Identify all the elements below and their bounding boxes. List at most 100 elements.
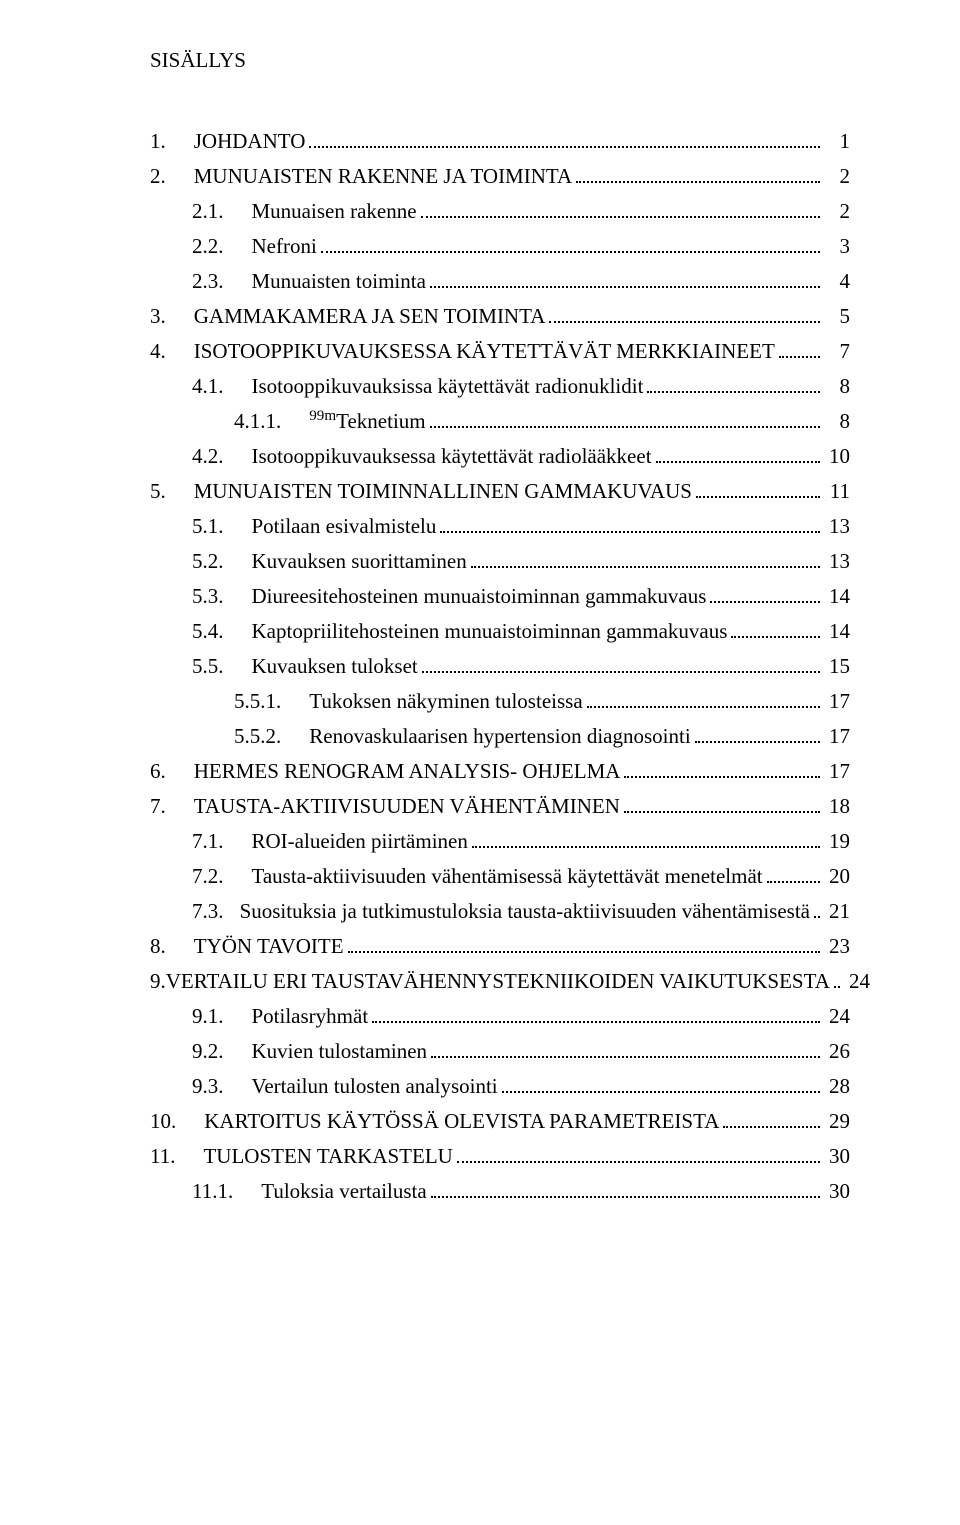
toc-leader-dots bbox=[502, 1079, 820, 1093]
toc-entry-number: 5.4. bbox=[192, 619, 224, 644]
toc-entry-label: ISOTOOPPIKUVAUKSESSA KÄYTETTÄVÄT MERKKIA… bbox=[194, 339, 775, 364]
toc-leader-dots bbox=[710, 589, 820, 603]
toc-entry-number: 9.2. bbox=[192, 1039, 224, 1064]
toc-leader-dots bbox=[430, 274, 820, 288]
toc-entry-page: 26 bbox=[824, 1039, 850, 1064]
toc-entry-page: 1 bbox=[824, 129, 850, 154]
toc-entry: 7.3.Suosituksia ja tutkimustuloksia taus… bbox=[150, 899, 850, 924]
toc-entry: 5.5.Kuvauksen tulokset15 bbox=[150, 654, 850, 679]
toc-entry-page: 17 bbox=[824, 724, 850, 749]
toc-entry-number: 2.2. bbox=[192, 234, 224, 259]
toc-entry-label: Vertailun tulosten analysointi bbox=[252, 1074, 498, 1099]
toc-entry-label: Potilaan esivalmistelu bbox=[252, 514, 437, 539]
toc-entry-number: 2.3. bbox=[192, 269, 224, 294]
toc-entry-label: GAMMAKAMERA JA SEN TOIMINTA bbox=[194, 304, 546, 329]
toc-entry-label: VERTAILU ERI TAUSTAVÄHENNYSTEKNIIKOIDEN … bbox=[166, 969, 830, 994]
toc-leader-dots bbox=[731, 624, 820, 638]
toc-entry-page: 14 bbox=[824, 584, 850, 609]
toc-leader-dots bbox=[422, 659, 820, 673]
toc-entry-page: 21 bbox=[824, 899, 850, 924]
toc-entry-number: 5.1. bbox=[192, 514, 224, 539]
toc-entry-page: 3 bbox=[824, 234, 850, 259]
toc-entry-label: JOHDANTO bbox=[194, 129, 306, 154]
toc-entry-number: 11.1. bbox=[192, 1179, 233, 1204]
toc-entry-number: 9. bbox=[150, 969, 166, 994]
toc-leader-dots bbox=[814, 904, 820, 918]
toc-title: SISÄLLYS bbox=[150, 48, 850, 73]
toc-entry-label: KARTOITUS KÄYTÖSSÄ OLEVISTA PARAMETREIST… bbox=[204, 1109, 719, 1134]
toc-entry: 4. ISOTOOPPIKUVAUKSESSA KÄYTETTÄVÄT MERKK… bbox=[150, 339, 850, 364]
toc-entry: 2.2. Nefroni 3 bbox=[150, 234, 850, 259]
toc-entry-label: HERMES RENOGRAM ANALYSIS- OHJELMA bbox=[194, 759, 621, 784]
toc-entry-label: Isotooppikuvauksessa käytettävät radiolä… bbox=[252, 444, 652, 469]
toc-entry: 2. MUNUAISTEN RAKENNE JA TOIMINTA 2 bbox=[150, 164, 850, 189]
toc-entry-page: 13 bbox=[824, 549, 850, 574]
toc-entry-number: 2. bbox=[150, 164, 166, 189]
toc-entry-label: Kaptopriilitehosteinen munuaistoiminnan … bbox=[252, 619, 728, 644]
toc-leader-dots bbox=[472, 834, 820, 848]
toc-entry-number: 8. bbox=[150, 934, 166, 959]
toc-entry: 11.TULOSTEN TARKASTELU30 bbox=[150, 1144, 850, 1169]
toc-entry-page: 18 bbox=[824, 794, 850, 819]
toc-entry-number: 7. bbox=[150, 794, 166, 819]
toc-entry: 5.3.Diureesitehosteinen munuaistoiminnan… bbox=[150, 584, 850, 609]
toc-entry-number: 7.3. bbox=[192, 899, 224, 924]
toc-leader-dots bbox=[624, 799, 820, 813]
toc-entry: 5.MUNUAISTEN TOIMINNALLINEN GAMMAKUVAUS1… bbox=[150, 479, 850, 504]
toc-entry-page: 13 bbox=[824, 514, 850, 539]
toc-leader-dots bbox=[372, 1009, 820, 1023]
toc-leader-dots bbox=[309, 134, 820, 148]
toc-entry-page: 24 bbox=[824, 1004, 850, 1029]
toc-entry-label: Nefroni bbox=[252, 234, 317, 259]
toc-entry-number: 5.5.2. bbox=[234, 724, 281, 749]
toc-entry: 9.2.Kuvien tulostaminen26 bbox=[150, 1039, 850, 1064]
table-of-contents: 1.JOHDANTO12.MUNUAISTEN RAKENNE JA TOIMI… bbox=[150, 129, 850, 1204]
toc-entry: 9.VERTAILU ERI TAUSTAVÄHENNYSTEKNIIKOIDE… bbox=[150, 969, 850, 994]
toc-entry-page: 2 bbox=[824, 164, 850, 189]
toc-entry-label: 99mTeknetium bbox=[309, 409, 425, 434]
toc-leader-dots bbox=[471, 554, 820, 568]
toc-leader-dots bbox=[457, 1149, 820, 1163]
toc-entry-label: TAUSTA-AKTIIVISUUDEN VÄHENTÄMINEN bbox=[194, 794, 620, 819]
toc-entry-number: 5.5. bbox=[192, 654, 224, 679]
toc-entry-number: 5.3. bbox=[192, 584, 224, 609]
toc-entry: 2.1.Munuaisen rakenne2 bbox=[150, 199, 850, 224]
toc-entry-label: Renovaskulaarisen hypertension diagnosoi… bbox=[309, 724, 690, 749]
toc-entry-number: 10. bbox=[150, 1109, 176, 1134]
toc-entry-label: Tukoksen näkyminen tulosteissa bbox=[309, 689, 582, 714]
toc-entry: 8.TYÖN TAVOITE23 bbox=[150, 934, 850, 959]
toc-entry-number: 6. bbox=[150, 759, 166, 784]
toc-entry: 4.2.Isotooppikuvauksessa käytettävät rad… bbox=[150, 444, 850, 469]
toc-entry: 4.1.Isotooppikuvauksissa käytettävät rad… bbox=[150, 374, 850, 399]
toc-entry-page: 24 bbox=[844, 969, 870, 994]
toc-leader-dots bbox=[779, 344, 820, 358]
toc-leader-dots bbox=[656, 449, 820, 463]
toc-entry: 7.1.ROI-alueiden piirtäminen19 bbox=[150, 829, 850, 854]
toc-entry-label: Tuloksia vertailusta bbox=[261, 1179, 426, 1204]
toc-entry-page: 4 bbox=[824, 269, 850, 294]
toc-entry-label: Tausta-aktiivisuuden vähentämisessä käyt… bbox=[252, 864, 763, 889]
toc-entry-number: 9.3. bbox=[192, 1074, 224, 1099]
toc-entry-label: MUNUAISTEN RAKENNE JA TOIMINTA bbox=[194, 164, 572, 189]
toc-entry: 7. TAUSTA-AKTIIVISUUDEN VÄHENTÄMINEN 18 bbox=[150, 794, 850, 819]
toc-entry-number: 4. bbox=[150, 339, 166, 364]
toc-entry: 1.JOHDANTO1 bbox=[150, 129, 850, 154]
toc-entry: 3.GAMMAKAMERA JA SEN TOIMINTA5 bbox=[150, 304, 850, 329]
toc-entry: 5.5.2. Renovaskulaarisen hypertension dia… bbox=[150, 724, 850, 749]
toc-entry-page: 8 bbox=[824, 374, 850, 399]
toc-entry-page: 10 bbox=[824, 444, 850, 469]
toc-leader-dots bbox=[431, 1184, 820, 1198]
toc-entry-page: 30 bbox=[824, 1179, 850, 1204]
toc-entry-label: ROI-alueiden piirtäminen bbox=[252, 829, 468, 854]
toc-leader-dots bbox=[834, 974, 840, 988]
toc-entry-page: 17 bbox=[824, 689, 850, 714]
toc-entry-label: Munuaisen rakenne bbox=[252, 199, 417, 224]
toc-leader-dots bbox=[431, 1044, 820, 1058]
toc-leader-dots bbox=[695, 729, 820, 743]
toc-leader-dots bbox=[723, 1114, 820, 1128]
toc-entry-number: 3. bbox=[150, 304, 166, 329]
toc-entry-page: 19 bbox=[824, 829, 850, 854]
toc-entry: 5.2.Kuvauksen suorittaminen13 bbox=[150, 549, 850, 574]
toc-entry: 5.5.1.Tukoksen näkyminen tulosteissa17 bbox=[150, 689, 850, 714]
toc-leader-dots bbox=[440, 519, 820, 533]
